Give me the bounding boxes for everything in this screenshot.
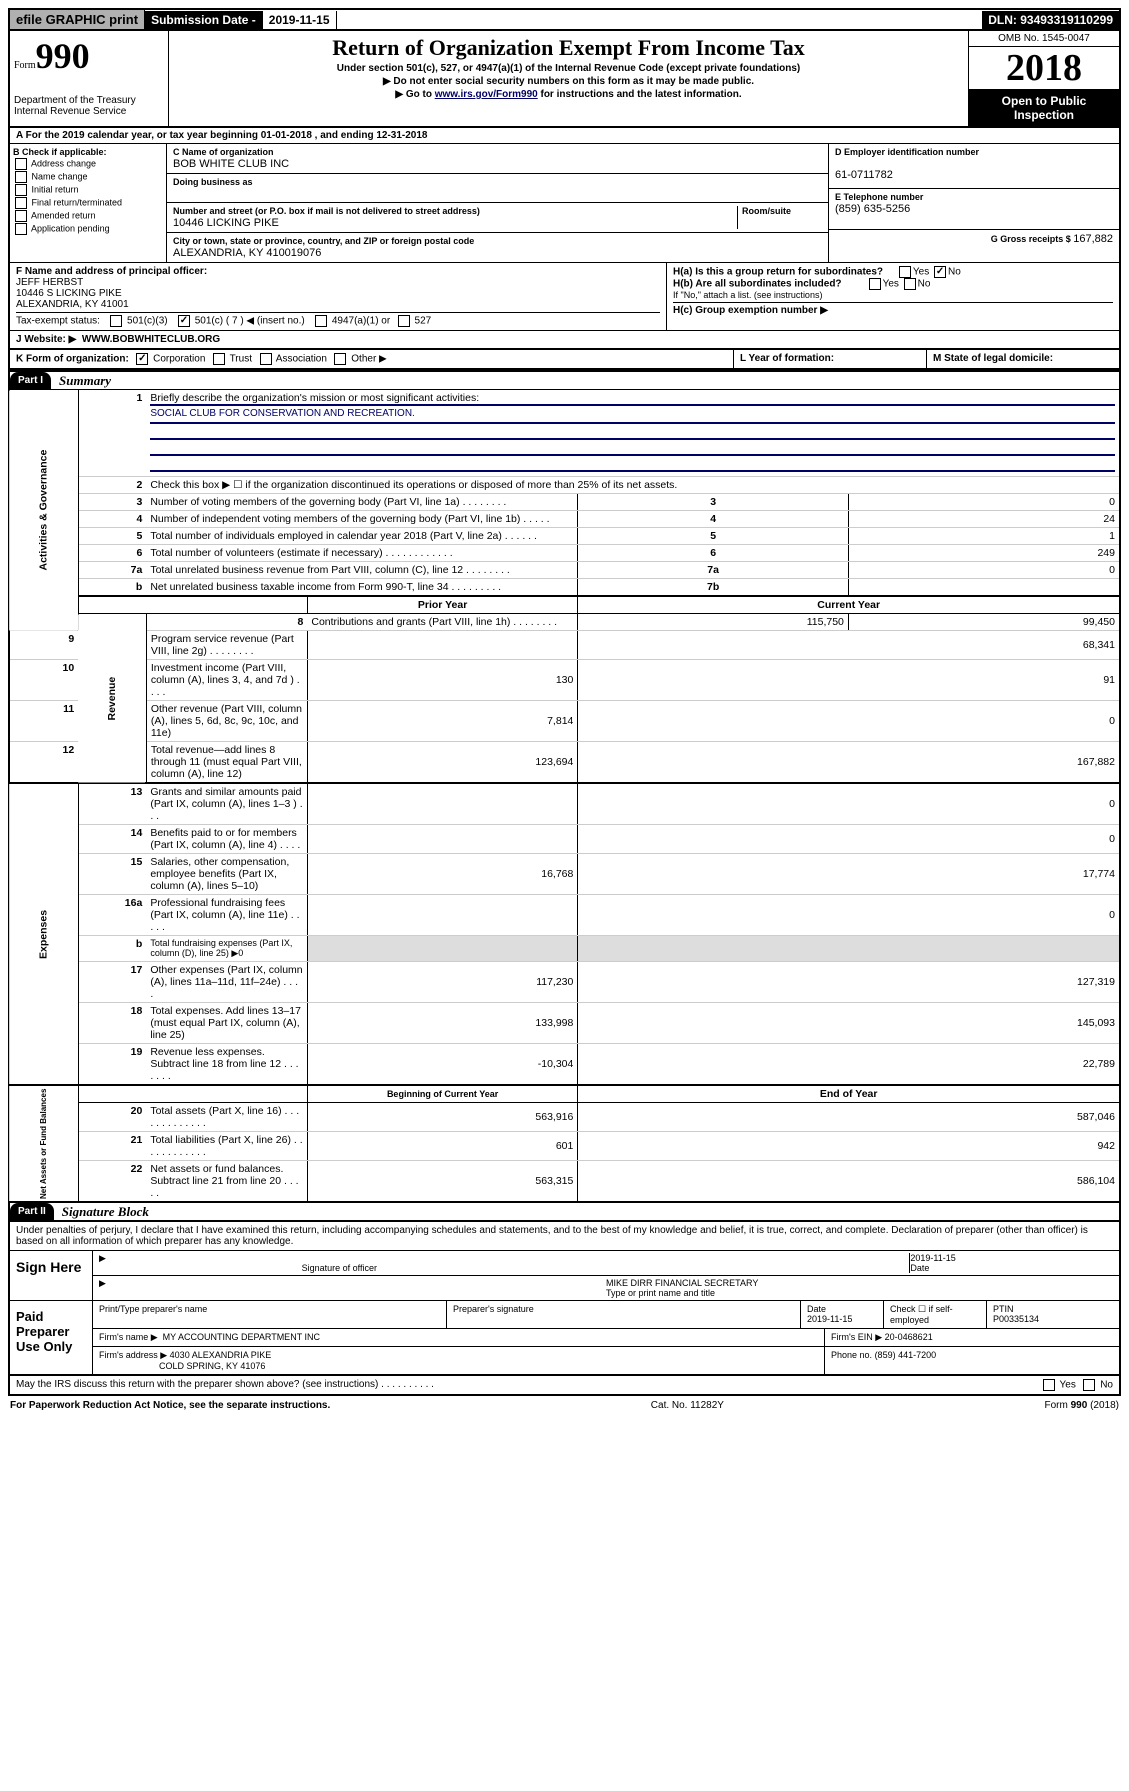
omb-number: OMB No. 1545-0047 bbox=[969, 31, 1119, 47]
org-name: BOB WHITE CLUB INC bbox=[173, 158, 289, 170]
officer-name: JEFF HERBST bbox=[16, 277, 83, 288]
hc-label: H(c) Group exemption number ▶ bbox=[673, 305, 828, 316]
gross-receipts-label: G Gross receipts $ bbox=[991, 234, 1074, 244]
perjury-statement: Under penalties of perjury, I declare th… bbox=[10, 1222, 1119, 1251]
part-ii-header: Part II Signature Block bbox=[8, 1203, 1121, 1221]
officer-addr2: ALEXANDRIA, KY 41001 bbox=[16, 299, 129, 310]
city-state-zip: ALEXANDRIA, KY 410019076 bbox=[173, 247, 321, 259]
sign-here-label: Sign Here bbox=[10, 1251, 93, 1300]
org-info-grid: B Check if applicable: Address change Na… bbox=[8, 144, 1121, 263]
hb-note: If "No," attach a list. (see instruction… bbox=[673, 290, 1113, 300]
submission-date-label: Submission Date - bbox=[145, 11, 263, 29]
tax-year: 2018 bbox=[969, 47, 1119, 89]
mission-statement: SOCIAL CLUB FOR CONSERVATION AND RECREAT… bbox=[150, 408, 1115, 424]
tab-revenue: Revenue bbox=[78, 614, 146, 784]
addr-label: Number and street (or P.O. box if mail i… bbox=[173, 206, 480, 216]
room-label: Room/suite bbox=[742, 206, 791, 216]
org-name-label: C Name of organization bbox=[173, 147, 274, 157]
inspection-badge: Open to PublicInspection bbox=[969, 89, 1119, 126]
dba-label: Doing business as bbox=[173, 177, 253, 187]
klm-row: K Form of organization: Corporation Trus… bbox=[8, 350, 1121, 370]
discuss-row: May the IRS discuss this return with the… bbox=[8, 1376, 1121, 1396]
gross-receipts-value: 167,882 bbox=[1073, 233, 1113, 245]
form-number: 990 bbox=[36, 36, 90, 76]
signature-arrow-icon: ▶ bbox=[99, 1278, 606, 1298]
street-address: 10446 LICKING PIKE bbox=[173, 217, 279, 229]
irs-link[interactable]: www.irs.gov/Form990 bbox=[435, 89, 538, 100]
ein-label: D Employer identification number bbox=[835, 147, 979, 157]
tax-exempt-label: Tax-exempt status: bbox=[16, 316, 100, 327]
phone-label: E Telephone number bbox=[835, 192, 923, 202]
summary-table: Activities & Governance 1 Briefly descri… bbox=[8, 390, 1121, 1203]
officer-addr1: 10446 S LICKING PIKE bbox=[16, 288, 122, 299]
page-footer: For Paperwork Reduction Act Notice, see … bbox=[8, 1396, 1121, 1415]
submission-date-value: 2019-11-15 bbox=[263, 11, 337, 29]
tab-net-assets: Net Assets or Fund Balances bbox=[9, 1085, 78, 1202]
form-subtitle-1: Under section 501(c), 527, or 4947(a)(1)… bbox=[173, 63, 964, 74]
form-header: Form990 Department of the TreasuryIntern… bbox=[8, 31, 1121, 128]
website-row: J Website: ▶ WWW.BOBWHITECLUB.ORG bbox=[8, 331, 1121, 350]
hb-label: H(b) Are all subordinates included? bbox=[673, 279, 842, 290]
tab-expenses: Expenses bbox=[9, 783, 78, 1085]
tax-period-row: A For the 2019 calendar year, or tax yea… bbox=[8, 128, 1121, 144]
form-subtitle-2: ▶ Do not enter social security numbers o… bbox=[173, 76, 964, 87]
officer-group-row: F Name and address of principal officer:… bbox=[8, 263, 1121, 331]
form-label: Form bbox=[14, 60, 36, 71]
website-value: WWW.BOBWHITECLUB.ORG bbox=[82, 334, 220, 345]
city-label: City or town, state or province, country… bbox=[173, 236, 474, 246]
year-formation-label: L Year of formation: bbox=[740, 353, 834, 364]
efile-print-button[interactable]: efile GRAPHIC print bbox=[10, 10, 145, 29]
part-i-header: Part I Summary bbox=[8, 370, 1121, 390]
form-title: Return of Organization Exempt From Incom… bbox=[173, 35, 964, 61]
paid-preparer-label: Paid Preparer Use Only bbox=[10, 1301, 93, 1374]
signature-section: Under penalties of perjury, I declare th… bbox=[8, 1221, 1121, 1376]
form-instructions-link: ▶ Go to www.irs.gov/Form990 for instruct… bbox=[173, 89, 964, 100]
phone-value: (859) 635-5256 bbox=[835, 203, 910, 215]
top-toolbar: efile GRAPHIC print Submission Date - 20… bbox=[8, 8, 1121, 31]
dln-label: DLN: 93493319110299 bbox=[982, 11, 1119, 29]
signature-arrow-icon: ▶ bbox=[99, 1253, 302, 1273]
tab-governance: Activities & Governance bbox=[9, 390, 78, 631]
ha-label: H(a) Is this a group return for subordin… bbox=[673, 267, 883, 278]
box-b-checklist: B Check if applicable: Address change Na… bbox=[10, 144, 167, 262]
dept-label: Department of the TreasuryInternal Reven… bbox=[14, 95, 164, 117]
officer-label: F Name and address of principal officer: bbox=[16, 266, 207, 277]
ein-value: 61-0711782 bbox=[835, 169, 893, 181]
state-domicile-label: M State of legal domicile: bbox=[933, 353, 1053, 364]
